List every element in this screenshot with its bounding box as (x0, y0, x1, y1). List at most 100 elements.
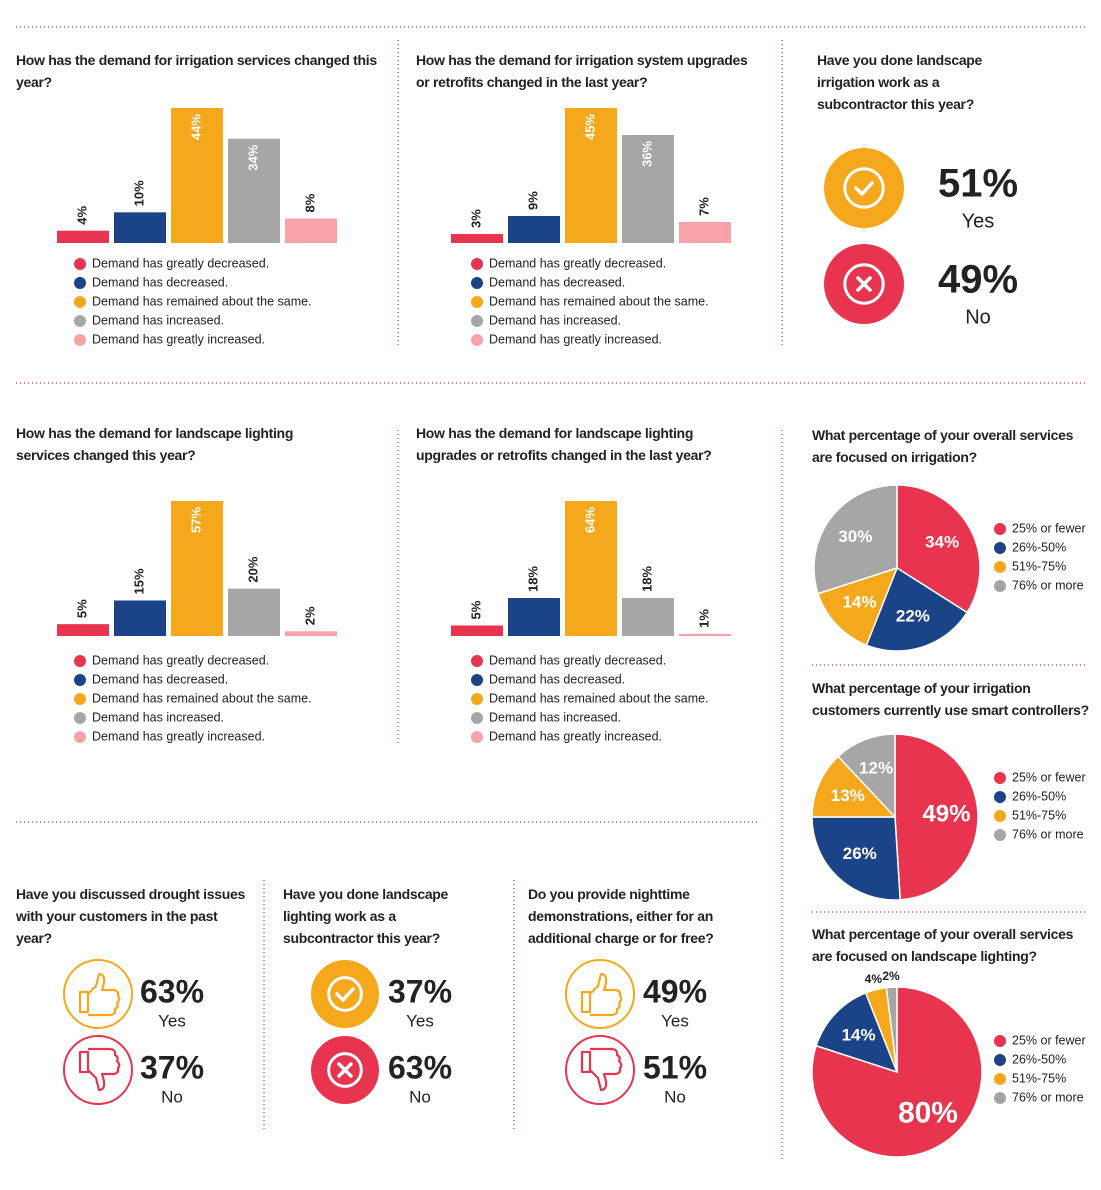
chart-title: Have you discussed drought issues with y… (16, 886, 245, 946)
stat-value: 51% (938, 162, 1018, 206)
icon (78, 972, 121, 1017)
stat-label: No (965, 306, 991, 328)
legend-swatch (471, 712, 483, 724)
pie-slice (837, 733, 896, 819)
icon (843, 263, 885, 305)
stat-value: 37% (388, 973, 452, 1009)
value-label: 20% (245, 556, 260, 582)
icon (335, 987, 355, 1003)
legend-label: 26%-50% (1012, 1052, 1066, 1066)
value-label: 9% (525, 191, 540, 210)
legend-swatch (471, 655, 483, 667)
value-label: 10% (131, 180, 146, 206)
legend-swatch (994, 542, 1006, 554)
value-label: 45% (582, 114, 597, 140)
bar (451, 625, 503, 636)
bar (228, 138, 280, 243)
icon (327, 1052, 363, 1088)
value-label: 12% (859, 759, 893, 778)
legend-label: 76% or more (1012, 578, 1084, 592)
legend-swatch (471, 731, 483, 743)
legend-swatch (74, 315, 86, 327)
value-label: 44% (188, 114, 203, 140)
value-label: 4% (74, 205, 89, 224)
legend-label: Demand has remained about the same. (92, 294, 312, 308)
value-label: 22% (896, 606, 930, 625)
legend-label: Demand has greatly increased. (489, 332, 662, 346)
chart-title: How has the demand for landscape lightin… (16, 425, 294, 463)
value-label: 30% (838, 527, 872, 546)
value-label: 3% (468, 209, 483, 228)
icon (63, 1035, 133, 1105)
chart-title: How has the demand for irrigation system… (416, 52, 748, 90)
legend-label: Demand has decreased. (92, 275, 228, 289)
value-label: 57% (188, 507, 203, 533)
legend-label: 25% or fewer (1012, 770, 1086, 784)
legend-label: Demand has greatly decreased. (92, 256, 269, 270)
value-label: 14% (842, 593, 876, 612)
pie-slice (865, 566, 969, 652)
bar (171, 108, 223, 243)
legend-label: 25% or fewer (1012, 521, 1086, 535)
bar (622, 598, 674, 636)
stat-value: 49% (938, 258, 1018, 302)
legend-label: Demand has remained about the same. (489, 691, 709, 705)
legend-swatch (994, 772, 1006, 784)
icon (327, 976, 363, 1012)
legend-swatch (994, 791, 1006, 803)
value-label: 1% (696, 609, 711, 628)
legend-label: Demand has increased. (489, 710, 621, 724)
legend-swatch (471, 258, 483, 270)
value-label: 14% (842, 1025, 876, 1044)
icon (311, 960, 379, 1028)
legend-label: Demand has greatly decreased. (92, 653, 269, 667)
stat-value: 37% (140, 1049, 204, 1085)
legend-label: 76% or more (1012, 1090, 1084, 1104)
legend-label: Demand has increased. (92, 710, 224, 724)
bar (565, 108, 617, 243)
legend-label: 76% or more (1012, 827, 1084, 841)
chart-title: What percentage of your irrigation custo… (812, 680, 1089, 718)
icon (78, 1047, 121, 1092)
value-label: 34% (245, 144, 260, 170)
chart-title: Have you done landscape lighting work as… (283, 886, 449, 946)
legend-label: 51%-75% (1012, 1071, 1066, 1085)
legend-swatch (471, 315, 483, 327)
bar (114, 600, 166, 636)
icon (843, 167, 885, 209)
chart-title: How has the demand for irrigation servic… (16, 52, 377, 90)
legend-swatch (471, 693, 483, 705)
legend-swatch (471, 334, 483, 346)
legend-swatch (471, 674, 483, 686)
legend-label: Demand has decreased. (489, 672, 625, 686)
legend-label: 26%-50% (1012, 540, 1066, 554)
pie-slice (811, 816, 902, 901)
stat-value: 49% (643, 973, 707, 1009)
legend-label: Demand has greatly decreased. (489, 653, 666, 667)
legend-swatch (74, 655, 86, 667)
bar (508, 598, 560, 636)
legend-label: Demand has decreased. (92, 672, 228, 686)
icon (78, 972, 121, 1017)
stat-label: Yes (962, 210, 995, 232)
bar (451, 234, 503, 243)
legend-label: Demand has increased. (92, 313, 224, 327)
chart-title: Do you provide nighttime demonstrations,… (528, 886, 714, 946)
value-label: 36% (639, 141, 654, 167)
legend-swatch (74, 296, 86, 308)
stat-label: Yes (661, 1011, 689, 1030)
pie-slice (894, 733, 979, 901)
bar (228, 588, 280, 636)
pie-slice (815, 991, 899, 1074)
bar (508, 216, 560, 243)
bar (622, 135, 674, 243)
value-label: 49% (922, 801, 970, 828)
stat-value: 51% (643, 1049, 707, 1085)
icon (63, 959, 133, 1029)
bar (171, 501, 223, 636)
legend-swatch (74, 258, 86, 270)
icon (78, 1047, 121, 1092)
legend-swatch (994, 1092, 1006, 1104)
